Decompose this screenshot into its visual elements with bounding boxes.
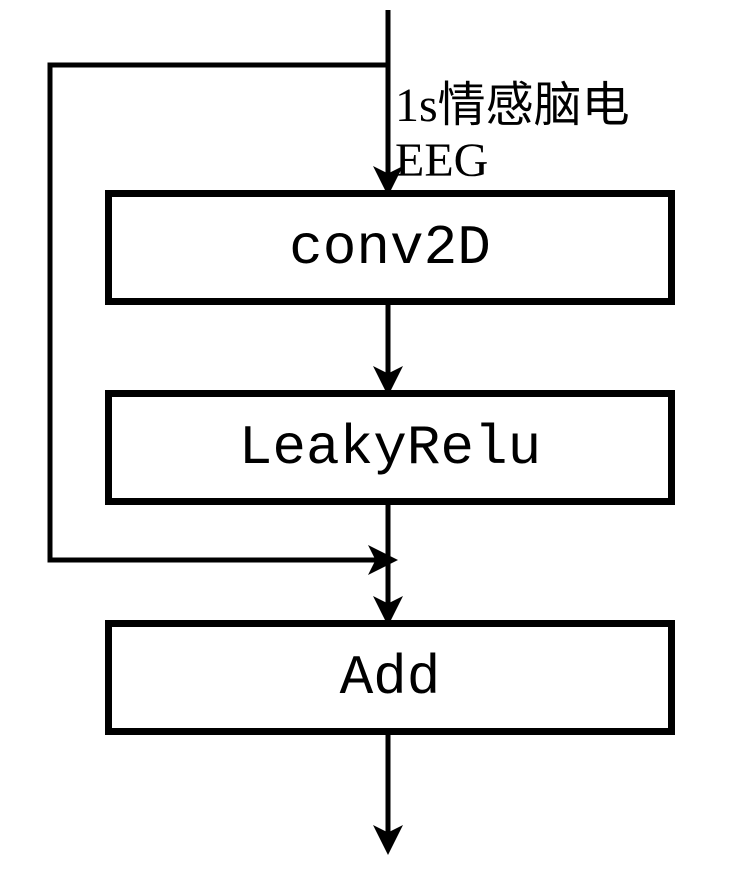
node-leakyrelu: LeakyRelu <box>105 390 675 505</box>
node-add-label: Add <box>340 646 441 710</box>
diagram-canvas: conv2D LeakyRelu Add 1s情感脑电 EEG <box>0 0 735 890</box>
input-label-line1: 1s情感脑电 <box>395 75 630 137</box>
input-label-line2: EEG <box>395 130 488 192</box>
node-leakyrelu-label: LeakyRelu <box>239 416 541 480</box>
node-conv2d-label: conv2D <box>289 216 491 280</box>
node-add: Add <box>105 620 675 735</box>
node-conv2d: conv2D <box>105 190 675 305</box>
